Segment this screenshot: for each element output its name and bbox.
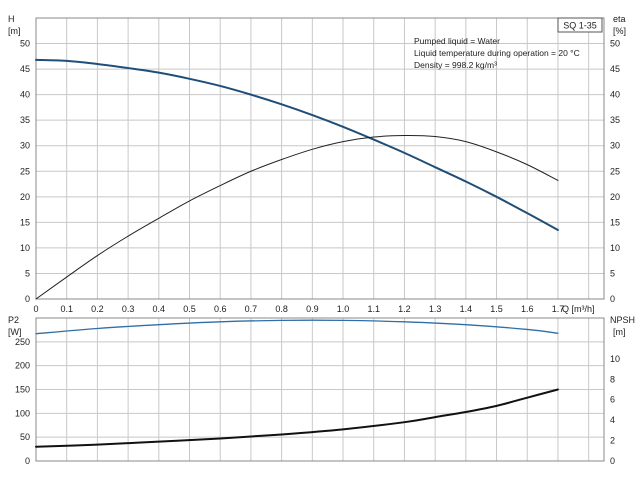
lower-left-tick-label: 250 <box>15 337 30 347</box>
x-tick-label: 1.1 <box>367 304 380 314</box>
upper-right-tick-label: 5 <box>610 268 615 278</box>
x-tick-label: 1.2 <box>398 304 411 314</box>
lower-plot-frame <box>35 317 605 462</box>
efficiency-curve-line <box>35 134 559 300</box>
upper-left-tick-label: 35 <box>20 115 30 125</box>
upper-series <box>35 58 559 300</box>
lower-right-tick-label: 6 <box>610 395 615 405</box>
x-tick-label: 0.1 <box>60 304 73 314</box>
lower-right-tick-label: 2 <box>610 436 615 446</box>
x-tick-label: 0.4 <box>153 304 166 314</box>
upper-left-tick-label: 5 <box>25 268 30 278</box>
info-line-temperature: Liquid temperature during operation = 20… <box>414 48 580 58</box>
upper-right-tick-label: 20 <box>610 192 620 202</box>
x-tick-label: 0.5 <box>183 304 196 314</box>
upper-right-axis-label-line1: eta <box>613 14 626 24</box>
x-tick-label: 0.7 <box>245 304 258 314</box>
upper-right-tick-label: 50 <box>610 39 620 49</box>
model-badge <box>557 17 603 33</box>
x-tick-label: 0 <box>33 304 38 314</box>
x-tick-label: 1.0 <box>337 304 350 314</box>
upper-left-axis-label-line2: [m] <box>8 26 21 36</box>
upper-right-tick-label: 40 <box>610 90 620 100</box>
upper-right-tick-label: 15 <box>610 217 620 227</box>
info-line-pumped-liquid: Pumped liquid = Water <box>414 36 500 46</box>
x-tick-label: 0.2 <box>91 304 104 314</box>
lower-right-tick-label: 10 <box>610 354 620 364</box>
upper-grid <box>35 18 604 300</box>
x-tick-label: 0.6 <box>214 304 227 314</box>
upper-plot-frame <box>35 17 605 300</box>
lower-right-tick-labels: 0 2 4 6 8 10 <box>610 354 620 466</box>
upper-left-tick-label: 50 <box>20 39 30 49</box>
upper-left-tick-label: 10 <box>20 243 30 253</box>
lower-left-tick-label: 50 <box>20 432 30 442</box>
info-line-density: Density = 998.2 kg/m³ <box>414 60 497 70</box>
x-tick-label: 0.3 <box>122 304 135 314</box>
upper-right-tick-label: 25 <box>610 166 620 176</box>
lower-right-tick-label: 4 <box>610 415 615 425</box>
upper-left-tick-label: 25 <box>20 166 30 176</box>
lower-left-tick-label: 200 <box>15 361 30 371</box>
lower-right-tick-label: 0 <box>610 456 615 466</box>
x-axis-label: Q [m³/h] <box>562 304 595 314</box>
lower-left-tick-label: 150 <box>15 385 30 395</box>
upper-right-tick-label: 0 <box>610 294 615 304</box>
upper-left-tick-label: 20 <box>20 192 30 202</box>
x-tick-label: 1.6 <box>521 304 534 314</box>
model-label: SQ 1-35 <box>563 21 597 31</box>
x-tick-label: 1.4 <box>460 304 473 314</box>
upper-right-axis-label-line2: [%] <box>613 26 626 36</box>
upper-left-tick-label: 40 <box>20 90 30 100</box>
power-curve-line <box>35 319 559 335</box>
lower-left-tick-label: 100 <box>15 408 30 418</box>
x-tick-label: 1.5 <box>490 304 503 314</box>
upper-left-tick-label: 45 <box>20 64 30 74</box>
lower-left-tick-labels: 0 50 100 150 200 250 <box>15 337 30 466</box>
upper-left-tick-label: 15 <box>20 217 30 227</box>
upper-left-tick-labels: 0 5 10 15 20 25 30 35 40 45 50 <box>20 39 30 304</box>
x-tick-label: 0.8 <box>275 304 288 314</box>
lower-left-tick-label: 0 <box>25 456 30 466</box>
upper-right-tick-labels: 0 5 10 15 20 25 30 35 40 45 50 <box>610 39 620 304</box>
x-tick-label: 1.3 <box>429 304 442 314</box>
upper-right-tick-label: 10 <box>610 243 620 253</box>
x-tick-label: 0.9 <box>306 304 319 314</box>
upper-left-tick-label: 30 <box>20 141 30 151</box>
upper-right-tick-label: 35 <box>610 115 620 125</box>
lower-right-axis-label-line2: [m] <box>613 327 626 337</box>
upper-left-tick-label: 0 <box>25 294 30 304</box>
lower-left-axis-label-line2: [W] <box>8 327 22 337</box>
lower-grid <box>35 318 604 462</box>
head-curve-line <box>35 58 559 232</box>
x-tick-label: 1.7 <box>552 304 565 314</box>
lower-left-axis-label-line1: P2 <box>8 315 19 325</box>
lower-right-tick-label: 8 <box>610 374 615 384</box>
upper-left-axis-label-line1: H <box>8 14 15 24</box>
upper-right-tick-label: 30 <box>610 141 620 151</box>
lower-right-axis-label-line1: NPSH <box>610 315 635 325</box>
npsh-curve-line <box>35 388 559 448</box>
upper-x-tick-labels: 0 0.1 0.2 0.3 0.4 0.5 0.6 0.7 0.8 0.9 1.0 1.1 1.2 1.3… <box>33 304 564 314</box>
upper-right-tick-label: 45 <box>610 64 620 74</box>
lower-series <box>35 319 559 448</box>
